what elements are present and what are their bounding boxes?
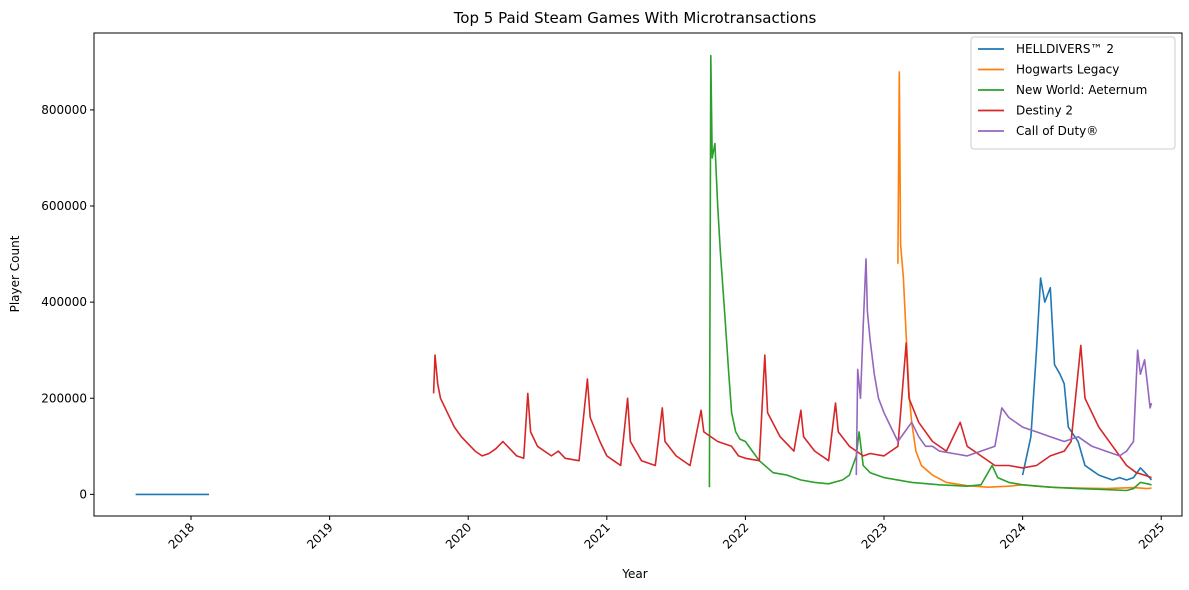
plot-area (93, 32, 1183, 517)
x-axis-label: Year (621, 567, 647, 581)
x-tick-label: 2022 (720, 520, 751, 551)
chart-title: Top 5 Paid Steam Games With Microtransac… (453, 9, 817, 27)
legend-label: Destiny 2 (1016, 104, 1073, 118)
y-axis-label: Player Count (8, 235, 22, 312)
y-tick-label: 600000 (41, 199, 87, 213)
legend-label: New World: Aeternum (1016, 83, 1147, 97)
series-layer (135, 54, 1153, 496)
y-tick-label: 400000 (41, 295, 87, 309)
legend-box (970, 36, 1176, 150)
y-axis: 0 200000 400000 600000 800000 (41, 103, 94, 501)
x-tick-label: 2021 (581, 520, 612, 551)
x-tick-label: 2023 (859, 520, 890, 551)
x-tick-label: 2019 (304, 520, 335, 551)
plot-frame (93, 32, 1183, 517)
series-line-4 (432, 342, 1152, 479)
x-tick-label: 2020 (443, 520, 474, 551)
y-tick-label: 200000 (41, 391, 87, 405)
legend-label: Hogwarts Legacy (1016, 63, 1119, 77)
x-tick-label: 2018 (166, 520, 197, 551)
y-tick-label: 0 (79, 487, 87, 501)
series-line-5 (855, 258, 1153, 476)
legend-label: HELLDIVERS™ 2 (1016, 42, 1114, 56)
series-line-3 (708, 54, 1152, 492)
x-tick-label: 2024 (997, 520, 1028, 551)
y-tick-label: 800000 (41, 103, 87, 117)
series-line-1 (135, 277, 1153, 496)
x-axis: 2018 2019 2020 2021 2022 2023 2024 2025 (166, 516, 1167, 552)
legend-label: Call of Duty® (1016, 124, 1098, 138)
x-tick-label: 2025 (1136, 520, 1167, 551)
legend: HELLDIVERS™ 2 Hogwarts Legacy New World: A… (970, 36, 1176, 150)
